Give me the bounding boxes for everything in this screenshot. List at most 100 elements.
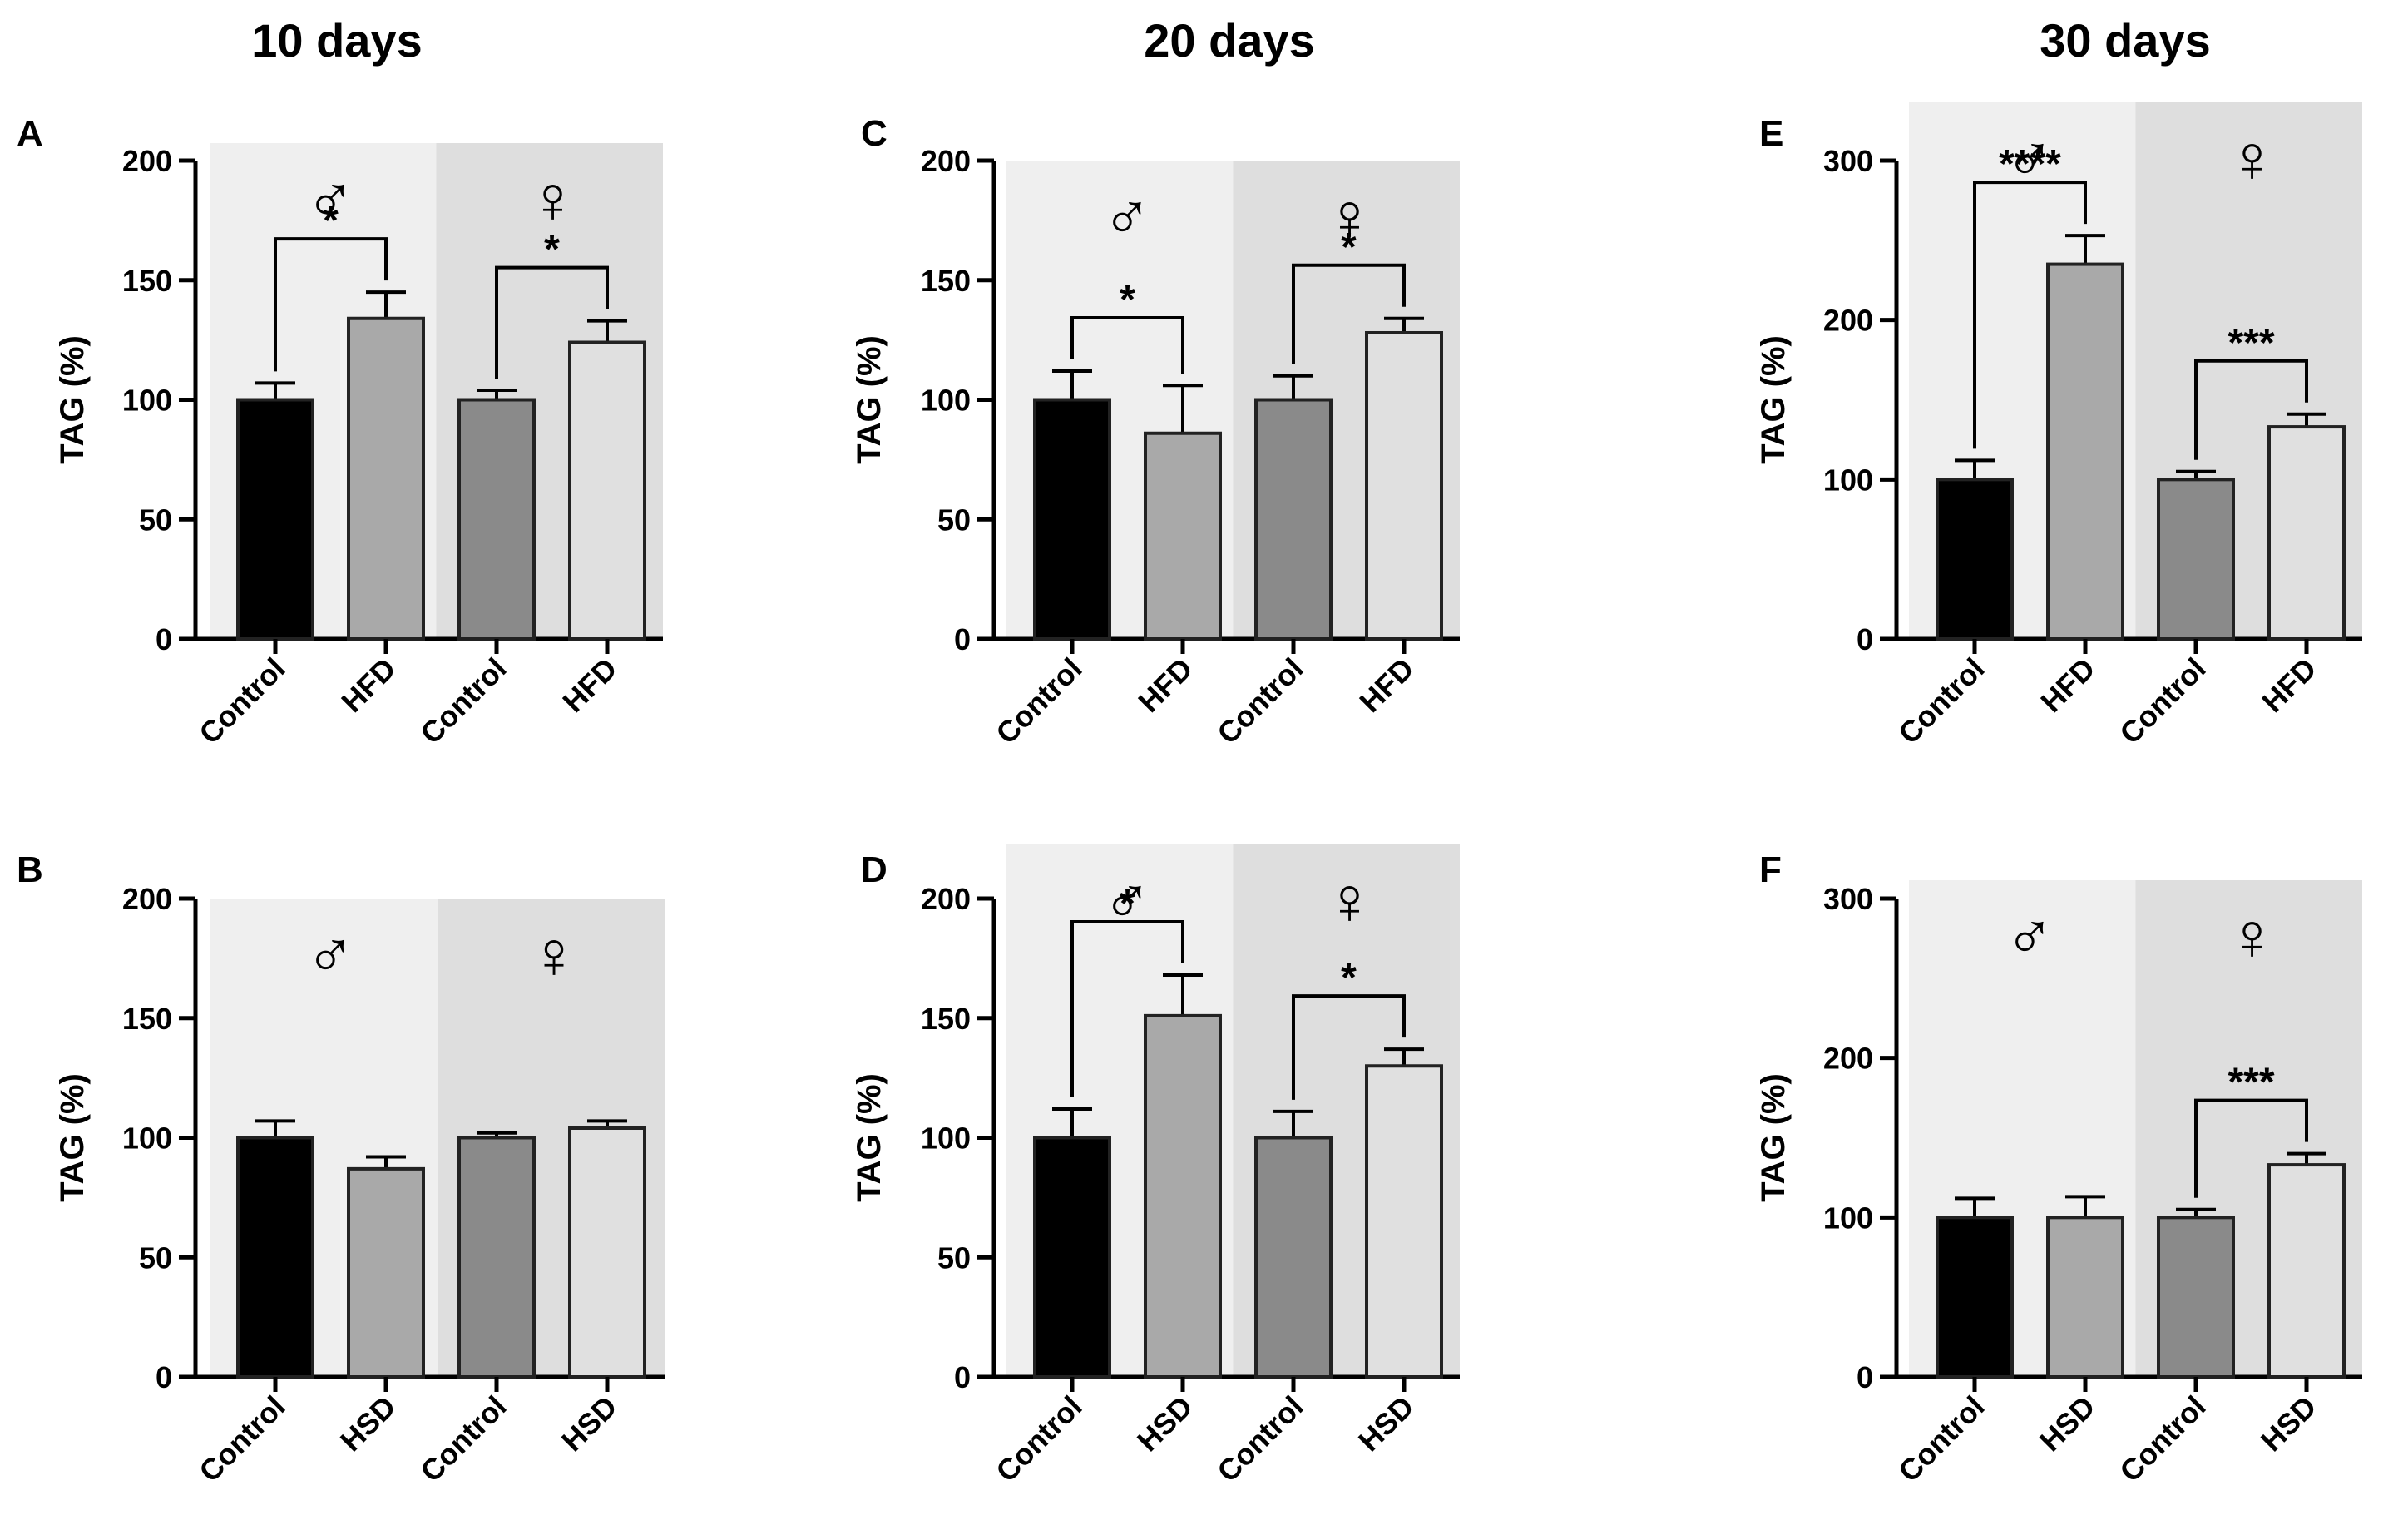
significance-label: *** <box>2228 1061 2274 1105</box>
y-tick-label: 200 <box>921 144 971 178</box>
x-tick-label: HFD <box>2255 651 2322 719</box>
y-tick-label: 200 <box>1823 1042 1873 1076</box>
significance-bracket <box>1292 263 1406 364</box>
y-tick-label: 0 <box>1857 622 1873 656</box>
bar-hfd-male <box>2046 262 2124 641</box>
x-tick-label: HSD <box>1352 1389 1421 1458</box>
bar-control-male <box>1936 478 2014 641</box>
bar-control-male <box>1033 1136 1111 1379</box>
y-axis-label: TAG (%) <box>54 335 91 464</box>
x-tick-label: Control <box>2113 1389 2212 1488</box>
bar-control-female <box>2157 478 2235 641</box>
panel-letter: D <box>861 849 888 890</box>
x-tick-label: Control <box>413 651 512 750</box>
bar-hsd-male <box>347 1166 425 1379</box>
x-tick-label: Control <box>1891 1389 1990 1488</box>
bar-hsd-female <box>568 1126 646 1379</box>
panel-letter: B <box>17 849 43 890</box>
significance-label: *** <box>2228 321 2274 365</box>
y-tick-label: 200 <box>122 882 172 916</box>
bar-control-female <box>1254 398 1333 641</box>
column-title-30-days: 30 days <box>2040 14 2211 67</box>
bar-hfd-female <box>1365 331 1443 641</box>
bar-control-female <box>2157 1216 2235 1379</box>
y-tick-label: 100 <box>921 1121 971 1156</box>
significance-label: * <box>323 199 339 243</box>
x-tick-label: HFD <box>1352 651 1420 719</box>
female-symbol: ♀ <box>2228 121 2277 196</box>
bar-control-male <box>1033 398 1111 641</box>
significance-label: * <box>1341 225 1357 270</box>
bar-control-male <box>236 398 314 641</box>
y-tick-label: 150 <box>921 1002 971 1036</box>
y-tick-label: 100 <box>1823 463 1873 497</box>
bar-control-male <box>1936 1216 2014 1379</box>
y-axis-label: TAG (%) <box>851 335 888 464</box>
significance-bracket <box>495 265 609 379</box>
significance-label: **** <box>1999 142 2061 186</box>
y-tick-label: 0 <box>156 1360 172 1394</box>
bar-hsd-female <box>1365 1064 1443 1379</box>
significance-bracket <box>1070 316 1184 374</box>
male-symbol: ♂ <box>305 162 355 236</box>
y-tick-label: 200 <box>1823 304 1873 338</box>
y-tick-label: 0 <box>954 1360 971 1394</box>
panel-letter: F <box>1759 849 1782 890</box>
significance-label: * <box>1341 956 1357 1000</box>
significance-bracket <box>274 237 388 372</box>
x-tick-label: Control <box>192 651 291 750</box>
female-symbol: ♀ <box>2228 899 2277 973</box>
x-tick-label: HSD <box>2254 1389 2323 1458</box>
panel-letter: C <box>861 113 888 154</box>
panel-letter: E <box>1759 113 1783 154</box>
column-title-10-days: 10 days <box>251 14 423 67</box>
y-tick-label: 100 <box>122 1121 172 1156</box>
x-tick-label: Control <box>2113 651 2212 750</box>
panel-letter: A <box>17 113 43 154</box>
bar-hsd-male <box>2046 1216 2124 1379</box>
x-tick-label: HFD <box>556 651 623 719</box>
male-symbol: ♂ <box>2005 899 2054 973</box>
y-tick-label: 50 <box>937 1240 971 1275</box>
y-tick-label: 100 <box>921 384 971 418</box>
x-tick-label: HFD <box>2034 651 2101 719</box>
y-axis-label: TAG (%) <box>54 1073 91 1202</box>
bar-hsd-female <box>2267 1163 2346 1379</box>
x-tick-label: Control <box>192 1389 291 1488</box>
female-symbol: ♀ <box>528 162 578 236</box>
significance-bracket <box>2194 1098 2308 1198</box>
bar-hfd-female <box>2267 425 2346 641</box>
y-tick-label: 0 <box>954 622 971 656</box>
y-tick-label: 150 <box>921 264 971 298</box>
significance-bracket <box>2194 359 2308 460</box>
female-symbol: ♀ <box>529 918 579 992</box>
significance-bracket <box>1973 181 2087 449</box>
x-tick-label: HSD <box>1130 1389 1199 1458</box>
y-tick-label: 150 <box>122 1002 172 1036</box>
bar-control-female <box>1254 1136 1333 1379</box>
y-tick-label: 100 <box>122 384 172 418</box>
significance-bracket <box>1070 920 1184 1097</box>
y-axis-label: TAG (%) <box>1755 1073 1792 1202</box>
female-symbol: ♀ <box>1325 864 1375 938</box>
x-tick-label: Control <box>989 651 1088 750</box>
y-tick-label: 200 <box>921 882 971 916</box>
x-tick-label: HSD <box>555 1389 624 1458</box>
significance-label: * <box>544 228 560 272</box>
significance-label: * <box>1120 278 1135 322</box>
x-tick-label: HFD <box>1131 651 1199 719</box>
x-tick-label: HSD <box>334 1389 403 1458</box>
x-tick-label: HSD <box>2033 1389 2102 1458</box>
x-tick-label: HFD <box>334 651 402 719</box>
column-title-20-days: 20 days <box>1144 14 1315 67</box>
y-tick-label: 300 <box>1823 144 1873 178</box>
bar-control-female <box>457 398 536 641</box>
y-tick-label: 0 <box>156 622 172 656</box>
